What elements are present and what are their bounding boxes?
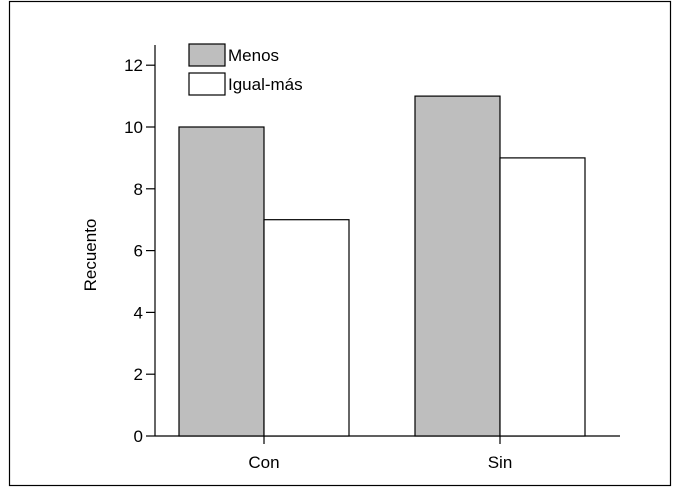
x-tick-label: Con bbox=[248, 453, 279, 472]
y-axis-title: Recuento bbox=[81, 219, 100, 292]
bars bbox=[178, 95, 586, 437]
x-tick-labels: Con Sin bbox=[248, 436, 512, 472]
legend-swatch bbox=[188, 72, 226, 96]
bar-con-menos bbox=[178, 126, 265, 437]
legend: Menos Igual-más bbox=[188, 43, 303, 96]
bar-sin-menos bbox=[414, 95, 501, 437]
y-tick-label: 4 bbox=[134, 303, 143, 322]
legend-label: Menos bbox=[228, 46, 279, 65]
y-tick-label: 12 bbox=[124, 56, 143, 75]
y-tick-label: 2 bbox=[134, 365, 143, 384]
y-tick-label: 10 bbox=[124, 118, 143, 137]
y-tick-label: 6 bbox=[134, 242, 143, 261]
legend-label: Igual-más bbox=[228, 75, 303, 94]
legend-swatch bbox=[188, 43, 226, 67]
y-tick-label: 8 bbox=[134, 180, 143, 199]
bar-sin-igual-mas bbox=[499, 157, 586, 437]
x-tick-label: Sin bbox=[488, 453, 513, 472]
bar-con-igual-mas bbox=[263, 219, 350, 437]
y-ticks: 0 2 4 6 8 10 12 bbox=[124, 56, 155, 446]
y-tick-label: 0 bbox=[134, 427, 143, 446]
